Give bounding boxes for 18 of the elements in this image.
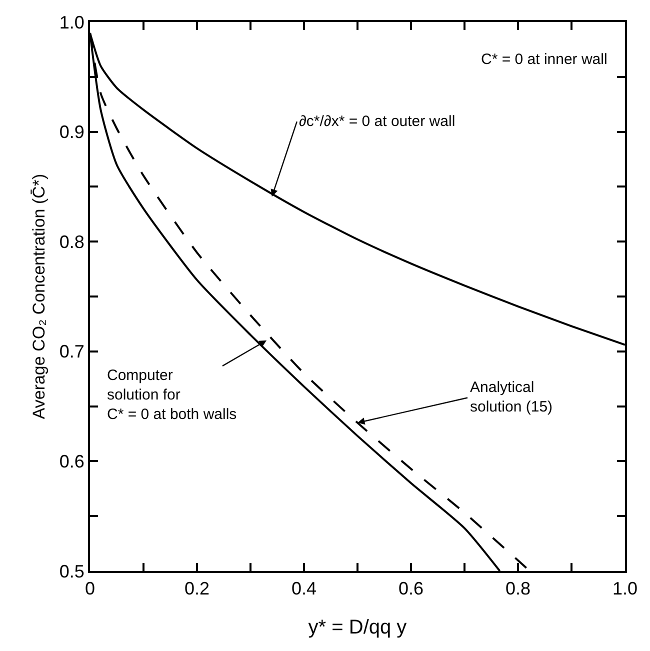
x-tick-label: 0 [84,578,96,599]
x-tick-label: 1.0 [612,578,638,599]
x-tick-label: 0.6 [398,578,424,599]
annotation: ∂c*/∂x* = 0 at outer wall [299,113,456,130]
y-axis-title: Average CO₂ Concentration (C̄*) [29,174,48,420]
x-tick-label: 0.2 [184,578,210,599]
y-tick-label: 1.0 [59,12,84,32]
y-tick-label: 0.8 [59,232,84,252]
x-tick-label: 0.4 [291,578,317,599]
annotation: Computer solution for C* = 0 at both walls [107,367,237,423]
annotation: C* = 0 at inner wall [481,51,608,68]
y-tick-label: 0.5 [59,561,84,582]
annotation: Analytical solution (15) [470,379,553,416]
y-tick-label: 0.9 [59,122,84,142]
y-tick-label: 0.6 [59,452,84,472]
y-tick-label: 0.7 [59,342,84,362]
x-axis-title: y* = D/qq y [308,616,407,639]
x-tick-label: 0.8 [505,578,531,599]
